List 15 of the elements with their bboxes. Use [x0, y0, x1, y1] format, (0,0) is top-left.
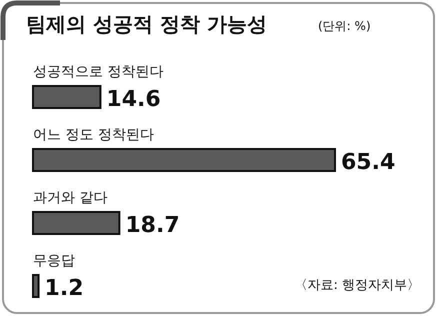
chart-subtitle: (단위: %): [318, 19, 371, 33]
data-label: 18.7: [125, 213, 180, 238]
bar: [32, 274, 40, 298]
y-tick-label: 성공적으로 정착된다: [33, 64, 164, 80]
data-label: 1.2: [44, 276, 84, 301]
bar: [32, 148, 336, 172]
chart-title: 팀제의 성공적 정착 가능성: [26, 12, 267, 36]
bar: [32, 211, 120, 235]
y-tick-label: 과거와 같다: [33, 190, 108, 206]
annotation: 〈자료: 행정자치부〉: [294, 278, 420, 293]
data-label: 65.4: [341, 150, 396, 175]
y-tick-label: 어느 정도 정착된다: [33, 127, 154, 143]
data-label: 14.6: [106, 87, 161, 112]
bar: [32, 85, 102, 109]
y-tick-label: 무응답: [33, 253, 75, 269]
